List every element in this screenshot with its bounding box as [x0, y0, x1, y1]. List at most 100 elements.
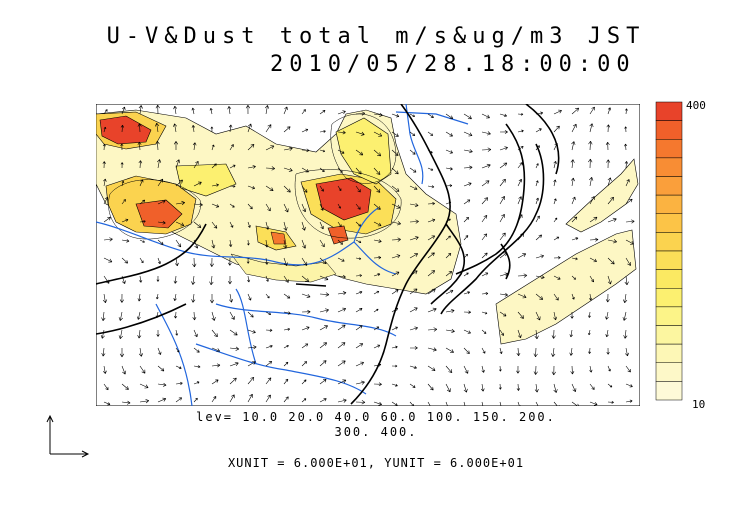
- wind-arrow: [535, 234, 542, 241]
- wind-arrow: [535, 254, 545, 259]
- wind-arrow: [481, 113, 490, 119]
- wind-arrow: [481, 383, 485, 392]
- wind-arrow: [319, 185, 324, 192]
- wind-arrow: [588, 158, 593, 169]
- wind-arrow: [247, 165, 256, 169]
- wind-arrow: [355, 400, 366, 405]
- wind-arrow: [535, 215, 540, 223]
- colorbar-swatch: [655, 343, 683, 363]
- wind-arrow: [211, 379, 219, 385]
- wind-arrow: [499, 178, 506, 187]
- wind-arrow: [409, 149, 416, 155]
- wind-arrow: [121, 400, 131, 405]
- wind-arrow: [569, 347, 574, 356]
- wind-arrow: [588, 347, 592, 354]
- wind-arrow: [319, 325, 328, 331]
- wind-arrow: [517, 329, 522, 339]
- colorbar-swatch: [655, 120, 683, 140]
- colorbar-max-label: 400: [686, 100, 706, 112]
- wind-arrow: [589, 257, 597, 263]
- wind-arrow: [533, 365, 538, 375]
- wind-arrow: [499, 232, 506, 241]
- wind-arrow: [535, 163, 539, 169]
- wind-arrow: [211, 163, 217, 169]
- wind-arrow: [625, 198, 633, 205]
- wind-arrow: [571, 196, 576, 205]
- wind-arrow: [622, 311, 627, 321]
- wind-arrow: [265, 328, 273, 332]
- wind-arrow: [155, 293, 159, 300]
- wind-arrow: [229, 164, 236, 169]
- wind-arrow: [247, 275, 251, 283]
- wind-arrow: [118, 329, 123, 340]
- wind-arrow: [175, 365, 182, 370]
- wind-arrow: [211, 221, 218, 229]
- wind-arrow: [623, 293, 628, 304]
- wind-arrow: [571, 141, 576, 151]
- wind-arrow: [319, 360, 327, 367]
- wind-arrow: [391, 221, 401, 226]
- wind-arrow: [445, 218, 451, 223]
- wind-arrow: [157, 178, 164, 187]
- wind-arrow: [139, 275, 143, 283]
- colorbar-swatch: [655, 176, 683, 196]
- wind-arrow: [373, 401, 382, 406]
- wind-arrow: [209, 275, 214, 286]
- wind-arrow: [337, 274, 346, 279]
- wind-arrow: [209, 293, 215, 304]
- wind-arrow: [229, 293, 234, 303]
- wind-arrow: [247, 376, 255, 385]
- wind-arrow: [553, 401, 560, 406]
- wind-arrow: [337, 360, 346, 367]
- wind-arrow: [229, 394, 235, 403]
- wind-arrow: [499, 213, 505, 223]
- wind-arrow: [445, 383, 451, 393]
- wind-arrow: [173, 293, 177, 301]
- wind-arrow: [498, 383, 502, 390]
- wind-arrow: [606, 347, 610, 355]
- wind-arrow: [553, 142, 558, 151]
- wind-arrow: [553, 179, 557, 187]
- wind-arrow: [445, 365, 453, 374]
- wind-arrow: [391, 364, 398, 368]
- wind-arrow: [427, 113, 434, 118]
- wind-arrow: [535, 197, 539, 205]
- wind-arrow: [499, 272, 509, 277]
- wind-arrow: [427, 288, 436, 295]
- wind-arrow: [373, 131, 383, 137]
- wind-arrow: [570, 311, 574, 319]
- wind-arrow: [391, 131, 399, 137]
- wind-arrow: [283, 185, 291, 193]
- wind-arrow: [175, 329, 179, 336]
- wind-arrow: [445, 252, 452, 259]
- wind-arrow: [534, 383, 539, 393]
- wind-arrow: [517, 162, 523, 169]
- wind-arrow: [481, 329, 487, 334]
- wind-arrow: [535, 275, 545, 280]
- wind-arrow: [373, 185, 381, 193]
- wind-arrow: [355, 308, 363, 313]
- wind-arrow: [516, 365, 520, 374]
- wind-arrow: [463, 216, 469, 223]
- wind-arrow: [607, 196, 614, 205]
- wind-arrow: [409, 307, 418, 313]
- wind-arrow: [499, 401, 503, 406]
- wind-arrow: [265, 203, 271, 212]
- wind-arrow: [445, 184, 453, 188]
- wind-arrow: [409, 236, 419, 241]
- wind-arrow: [265, 344, 273, 349]
- wind-arrow: [373, 221, 382, 227]
- wind-arrow: [265, 361, 273, 367]
- wind-arrow: [301, 275, 310, 283]
- wind-arrow: [553, 217, 558, 223]
- wind-arrow: [103, 126, 107, 133]
- wind-arrow: [156, 329, 160, 337]
- wind-arrow: [355, 361, 364, 367]
- wind-arrow: [409, 253, 419, 259]
- wind-arrow: [247, 393, 253, 403]
- wind-arrow: [120, 143, 124, 151]
- wind-arrow: [535, 145, 540, 151]
- wind-arrow: [283, 257, 288, 267]
- wind-arrow: [154, 122, 160, 133]
- wind-arrow: [391, 383, 398, 387]
